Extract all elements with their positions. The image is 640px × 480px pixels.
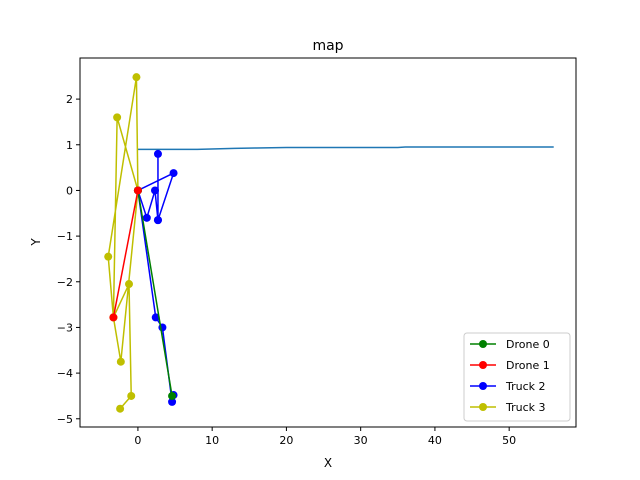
- x-tick-label: 30: [354, 434, 368, 447]
- data-point-drone-1: [133, 186, 142, 195]
- background-line: [137, 146, 554, 151]
- y-tick-label: −3: [57, 321, 73, 334]
- legend-marker-truck-2: [479, 382, 487, 390]
- data-point-truck-3: [113, 113, 122, 122]
- chart-title: map: [312, 38, 343, 54]
- legend-marker-drone-0: [479, 340, 487, 348]
- data-point-truck-2: [168, 397, 177, 406]
- y-tick-label: −2: [57, 276, 73, 289]
- y-tick-label: −5: [57, 413, 73, 426]
- y-axis-label: Y: [29, 238, 43, 247]
- data-point-truck-2: [150, 186, 159, 195]
- series-line-truck-2: [137, 153, 175, 403]
- series-line-drone-0: [137, 190, 173, 397]
- y-axis-ticks: 2 1 0 −1 −2 −3 −4 −5: [57, 93, 80, 426]
- plot-area: [104, 73, 554, 413]
- data-point-truck-3: [125, 280, 134, 289]
- legend-label-truck-3: Truck 3: [505, 401, 546, 414]
- data-point-truck-3: [116, 357, 125, 366]
- data-point-truck-3: [104, 252, 113, 261]
- y-tick-label: 0: [66, 184, 73, 197]
- data-point-truck-2: [153, 149, 162, 158]
- data-point-truck-3: [132, 73, 141, 82]
- legend-label-drone-0: Drone 0: [506, 338, 550, 351]
- x-tick-label: 40: [428, 434, 442, 447]
- y-tick-label: 1: [66, 139, 73, 152]
- legend-label-drone-1: Drone 1: [506, 359, 550, 372]
- x-tick-label: 20: [279, 434, 293, 447]
- data-point-drone-0: [168, 391, 177, 400]
- data-point-drone-1: [109, 313, 118, 322]
- series-line-drone-1: [112, 190, 139, 318]
- x-tick-label: 0: [134, 434, 141, 447]
- data-point-truck-3: [116, 404, 125, 413]
- legend-marker-drone-1: [479, 361, 487, 369]
- x-tick-label: 50: [502, 434, 516, 447]
- x-axis-ticks: 0 10 20 30 40 50: [134, 427, 516, 447]
- series-drone-1: [109, 186, 142, 322]
- data-point-truck-3: [127, 391, 136, 400]
- legend: Drone 0 Drone 1 Truck 2 Truck 3: [463, 332, 571, 422]
- data-point-truck-2: [169, 169, 178, 178]
- y-tick-label: −4: [57, 367, 73, 380]
- axes-frame: [79, 57, 577, 428]
- legend-marker-truck-3: [479, 403, 487, 411]
- legend-box: [463, 332, 571, 422]
- y-tick-label: −1: [57, 230, 73, 243]
- data-point-truck-2: [142, 213, 151, 222]
- data-point-truck-2: [153, 216, 162, 225]
- x-tick-label: 10: [205, 434, 219, 447]
- y-tick-label: 2: [66, 93, 73, 106]
- data-point-truck-2: [151, 313, 160, 322]
- x-axis-label: X: [324, 456, 332, 470]
- legend-label-truck-2: Truck 2: [505, 380, 546, 393]
